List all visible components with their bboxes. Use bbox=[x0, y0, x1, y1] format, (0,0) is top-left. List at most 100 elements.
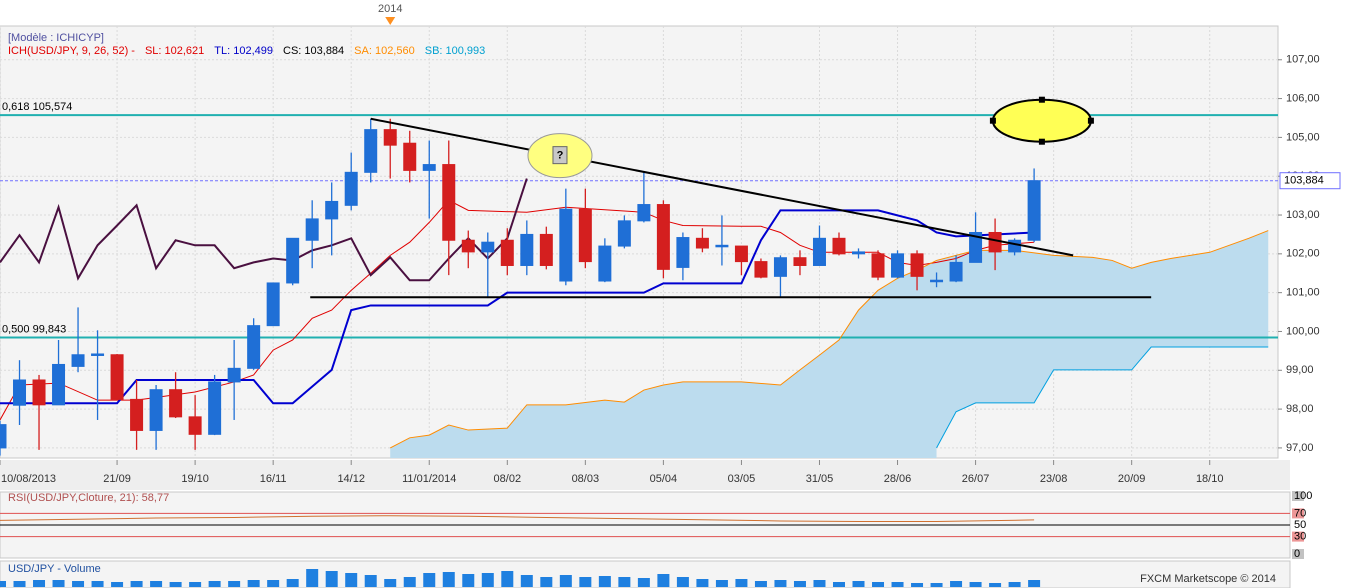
volume-bar bbox=[618, 577, 631, 587]
volume-bar bbox=[950, 581, 963, 587]
indicator-line bbox=[0, 178, 528, 282]
candle-body bbox=[871, 253, 885, 278]
period-label: 2014 bbox=[378, 3, 402, 15]
volume-bar bbox=[364, 575, 377, 587]
legend-item: CS: 103,884 bbox=[283, 45, 344, 57]
candle-body bbox=[442, 164, 456, 241]
volume-bar bbox=[13, 581, 26, 587]
candle-body bbox=[715, 244, 729, 248]
candle-body bbox=[325, 200, 339, 220]
volume-bar bbox=[208, 581, 221, 587]
candle-body bbox=[812, 237, 826, 266]
candle-body bbox=[305, 218, 319, 241]
volume-bar bbox=[169, 582, 182, 587]
y-tick-label: 101,00 bbox=[1286, 287, 1320, 299]
x-tick-label: 20/09 bbox=[1118, 473, 1146, 485]
x-tick-label: 14/12 bbox=[337, 473, 365, 485]
overlay: ? bbox=[527, 96, 1094, 179]
candle-body bbox=[949, 261, 963, 282]
candle-body bbox=[969, 231, 983, 263]
candle-body bbox=[734, 245, 748, 263]
legend-item: SL: 102,621 bbox=[145, 45, 204, 57]
volume-bar bbox=[228, 581, 241, 587]
volume-bar bbox=[832, 582, 845, 587]
volume-bar bbox=[774, 580, 787, 587]
candle-body bbox=[13, 379, 27, 406]
y-tick-label: 100,00 bbox=[1286, 325, 1320, 337]
candle-body bbox=[598, 245, 612, 282]
indicator-line bbox=[0, 209, 1035, 405]
y-tick-label: 98,00 bbox=[1286, 403, 1314, 415]
y-tick-label: 99,00 bbox=[1286, 364, 1314, 376]
annotation-box bbox=[552, 146, 568, 165]
rsi-line bbox=[0, 515, 1035, 523]
candle-body bbox=[71, 354, 85, 367]
x-tick-label: 03/05 bbox=[728, 473, 756, 485]
rsi-tick-box bbox=[1292, 531, 1304, 542]
volume-bar bbox=[442, 572, 455, 587]
volume-bar bbox=[540, 577, 553, 587]
footer: FXCM Marketscope © 2014 bbox=[1140, 573, 1276, 585]
candle-body bbox=[852, 251, 866, 255]
candle-body bbox=[91, 353, 105, 356]
rsi-tick-label: 100 bbox=[1294, 490, 1312, 502]
candle-body bbox=[481, 241, 495, 253]
last-price-box bbox=[1279, 172, 1341, 190]
candle-body bbox=[1027, 180, 1041, 241]
candle-body bbox=[754, 261, 768, 278]
volume-bar bbox=[0, 581, 6, 587]
x-tick-label: 11/01/2014 bbox=[402, 473, 456, 485]
x-tick-label: 23/08 bbox=[1040, 473, 1068, 485]
volume-label: USD/JPY - Volume bbox=[8, 563, 101, 575]
volume-bar bbox=[793, 581, 806, 587]
indicator-line bbox=[936, 346, 1269, 449]
candle-body bbox=[676, 237, 690, 268]
x-axis-strip bbox=[0, 460, 1290, 490]
handle bbox=[989, 117, 996, 124]
rsi-tick-label: 0 bbox=[1294, 548, 1300, 560]
candle-body bbox=[266, 282, 280, 327]
candle-body bbox=[910, 253, 924, 277]
candle-body bbox=[461, 239, 475, 253]
volume-bar bbox=[872, 582, 885, 587]
rsi-tick-box bbox=[1292, 549, 1304, 559]
candle-body bbox=[578, 208, 592, 263]
volume-bar bbox=[384, 579, 397, 587]
rsi-tick-box bbox=[1292, 508, 1304, 519]
volume-bar bbox=[715, 580, 728, 587]
x-tick-label: 10/08/2013 bbox=[1, 473, 56, 485]
x-tick-label: 08/03 bbox=[572, 473, 600, 485]
volume-bar bbox=[559, 575, 572, 587]
volume-bar bbox=[111, 582, 124, 587]
candle-body bbox=[149, 389, 163, 431]
level-label: 0,618 105,574 bbox=[2, 101, 72, 113]
candle-body bbox=[1008, 239, 1022, 253]
candle-body bbox=[773, 257, 787, 277]
volume-bar bbox=[1008, 582, 1021, 587]
volume-bar bbox=[891, 582, 904, 587]
period-marker bbox=[385, 17, 396, 25]
volume-bar bbox=[676, 577, 689, 587]
candle-body bbox=[422, 164, 436, 171]
volume-bar bbox=[267, 580, 280, 587]
handle bbox=[1038, 138, 1045, 145]
x-tick-label: 21/09 bbox=[103, 473, 131, 485]
rsi-tick-box bbox=[1292, 520, 1304, 530]
handle bbox=[1087, 117, 1094, 124]
candle-body bbox=[0, 424, 7, 449]
last-price-label: 103,884 bbox=[1284, 175, 1324, 187]
candle-body bbox=[617, 220, 631, 247]
volume-bar bbox=[930, 583, 943, 587]
x-tick-label: 19/10 bbox=[181, 473, 209, 485]
volume-bar bbox=[637, 578, 650, 587]
candle-body bbox=[110, 354, 124, 400]
candle-body bbox=[383, 129, 397, 146]
volume-bar bbox=[520, 575, 533, 587]
volume-bar bbox=[989, 583, 1002, 587]
rsi-tick-label: 50 bbox=[1294, 519, 1306, 531]
candle-body bbox=[695, 237, 709, 249]
candle-body bbox=[208, 381, 222, 435]
volume-bar bbox=[501, 571, 514, 587]
volume-bar bbox=[813, 580, 826, 587]
candle-body bbox=[227, 367, 241, 383]
